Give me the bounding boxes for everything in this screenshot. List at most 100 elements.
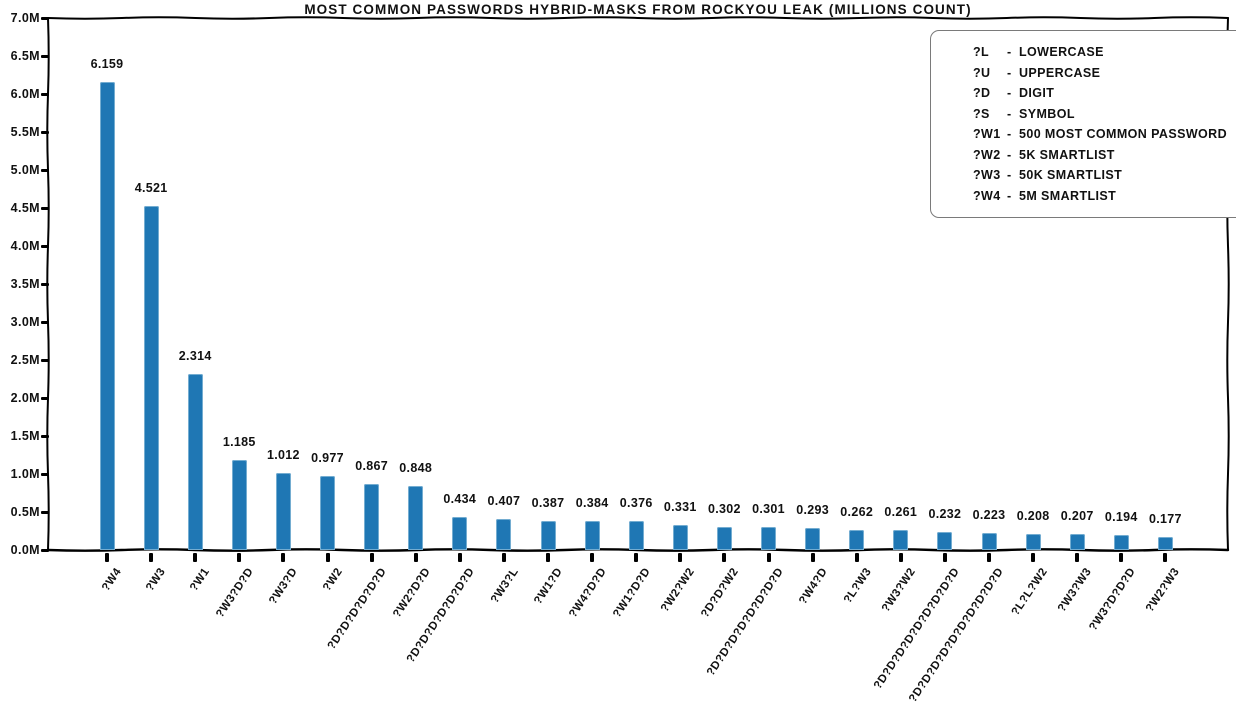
legend-separator: - <box>1007 147 1012 162</box>
bar-value-label: 1.012 <box>267 448 300 463</box>
legend-mask: ?S <box>973 106 990 121</box>
chart-title: MOST COMMON PASSWORDS HYBRID-MASKS FROM … <box>304 2 972 17</box>
bar <box>981 533 997 550</box>
y-tick-mark <box>41 130 49 134</box>
y-tick-mark <box>41 16 49 20</box>
legend-separator: - <box>1007 127 1012 141</box>
bar <box>143 206 159 550</box>
bar-value-label: 0.301 <box>752 502 785 517</box>
bar-value-label: 1.185 <box>222 434 256 449</box>
bar-value-label: 0.194 <box>1104 510 1138 525</box>
y-tick-label: 3.5M <box>10 277 40 291</box>
x-tick-mark <box>193 553 198 562</box>
legend-item: ?W3-50K SMARTLIST <box>973 165 1235 186</box>
bar <box>99 81 115 550</box>
y-tick-mark <box>41 472 49 476</box>
legend-item: ?U - UPPERCASE <box>973 63 1235 84</box>
y-tick-label: 1.5M <box>10 429 40 443</box>
x-tick-mark <box>105 553 109 562</box>
y-tick-label: 4.5M <box>10 201 40 215</box>
legend-mask: ?W3 <box>973 168 1001 182</box>
bar <box>187 374 203 550</box>
bar <box>849 530 865 550</box>
x-tick-mark <box>457 553 462 562</box>
y-tick-mark <box>41 54 49 58</box>
legend-desc: UPPERCASE <box>1019 65 1101 80</box>
bar-value-label: 0.848 <box>399 460 433 475</box>
y-tick-mark <box>41 396 49 400</box>
x-tick-mark <box>369 553 374 562</box>
x-tick-mark <box>237 553 242 562</box>
bar <box>716 527 732 550</box>
bar <box>805 527 821 550</box>
x-tick-mark <box>325 553 330 562</box>
legend: ?L - LOWERCASE ?U - UPPERCASE ?D - DIGIT ?S - SYMBO… <box>930 30 1236 218</box>
legend-mask: ?L <box>973 45 990 59</box>
bar-value-label: 2.314 <box>178 349 212 364</box>
top-spine <box>47 16 1229 20</box>
legend-item: ?D - DIGIT <box>973 83 1235 104</box>
legend-separator: - <box>1007 168 1012 182</box>
x-tick-mark <box>1075 553 1080 562</box>
bar-value-label: 0.223 <box>972 508 1006 523</box>
legend-mask: ?W1 <box>973 127 1001 141</box>
legend-mask: ?U <box>973 65 991 80</box>
bar <box>937 532 953 550</box>
y-tick-label: 2.0M <box>10 391 40 405</box>
bar <box>1157 536 1173 550</box>
y-tick-label: 2.5M <box>10 353 40 367</box>
bar-value-label: 0.302 <box>708 502 741 517</box>
bar <box>761 527 776 550</box>
bar <box>672 524 688 550</box>
y-tick-mark <box>41 358 49 362</box>
y-tick-mark <box>41 168 49 172</box>
x-tick-mark <box>281 553 286 562</box>
bar <box>540 520 556 550</box>
legend-desc: 5K SMARTLIST <box>1019 147 1115 162</box>
x-tick-mark <box>854 553 859 562</box>
bar-value-label: 0.867 <box>355 459 388 474</box>
y-tick-label: 3.0M <box>10 315 40 329</box>
legend-item: ?W1-500 MOST COMMON PASSWORD <box>973 124 1235 145</box>
x-tick-mark <box>501 553 506 562</box>
legend-desc: LOWERCASE <box>1019 45 1104 59</box>
y-tick-mark <box>41 510 49 514</box>
y-tick-label: 6.0M <box>10 87 40 101</box>
x-tick-mark <box>634 553 639 562</box>
legend-desc: SYMBOL <box>1019 106 1075 121</box>
x-tick-mark <box>413 553 418 562</box>
x-tick-mark <box>590 553 595 562</box>
legend-desc: 5M SMARTLIST <box>1019 188 1117 203</box>
x-tick-mark <box>766 553 771 562</box>
x-tick-label: ?W4 <box>99 566 124 594</box>
y-tick-label: 5.0M <box>10 163 40 177</box>
legend-item: ?L - LOWERCASE <box>973 42 1235 63</box>
legend-mask: ?W4 <box>973 188 1001 203</box>
bar-value-label: 0.261 <box>884 505 918 520</box>
y-tick-label: 4.0M <box>10 239 40 253</box>
x-tick-mark <box>987 553 991 562</box>
bar-value-label: 0.232 <box>928 507 962 522</box>
legend-separator: - <box>1007 45 1012 59</box>
legend-separator: - <box>1007 106 1012 121</box>
legend-item: ?W4-5M SMARTLIST <box>973 186 1235 207</box>
bar-value-label: 0.293 <box>796 502 829 517</box>
bar-value-label: 0.177 <box>1149 511 1182 526</box>
x-tick-mark <box>942 553 947 562</box>
bar-value-label: 0.262 <box>840 505 874 520</box>
bar-value-label: 0.387 <box>531 495 565 510</box>
bar-value-label: 0.207 <box>1060 509 1094 524</box>
y-tick-label: 5.5M <box>10 125 40 139</box>
bar <box>364 484 380 550</box>
bar-value-label: 0.434 <box>443 492 477 507</box>
x-tick-mark <box>546 553 550 562</box>
x-tick-mark <box>810 553 815 562</box>
x-tick-mark <box>1119 553 1124 562</box>
bar <box>275 473 291 550</box>
bar <box>628 521 644 550</box>
bar-value-label: 0.977 <box>311 450 344 465</box>
legend-separator: - <box>1007 65 1012 80</box>
legend-desc: DIGIT <box>1019 86 1055 100</box>
y-tick-label: 7.0M <box>10 11 40 25</box>
